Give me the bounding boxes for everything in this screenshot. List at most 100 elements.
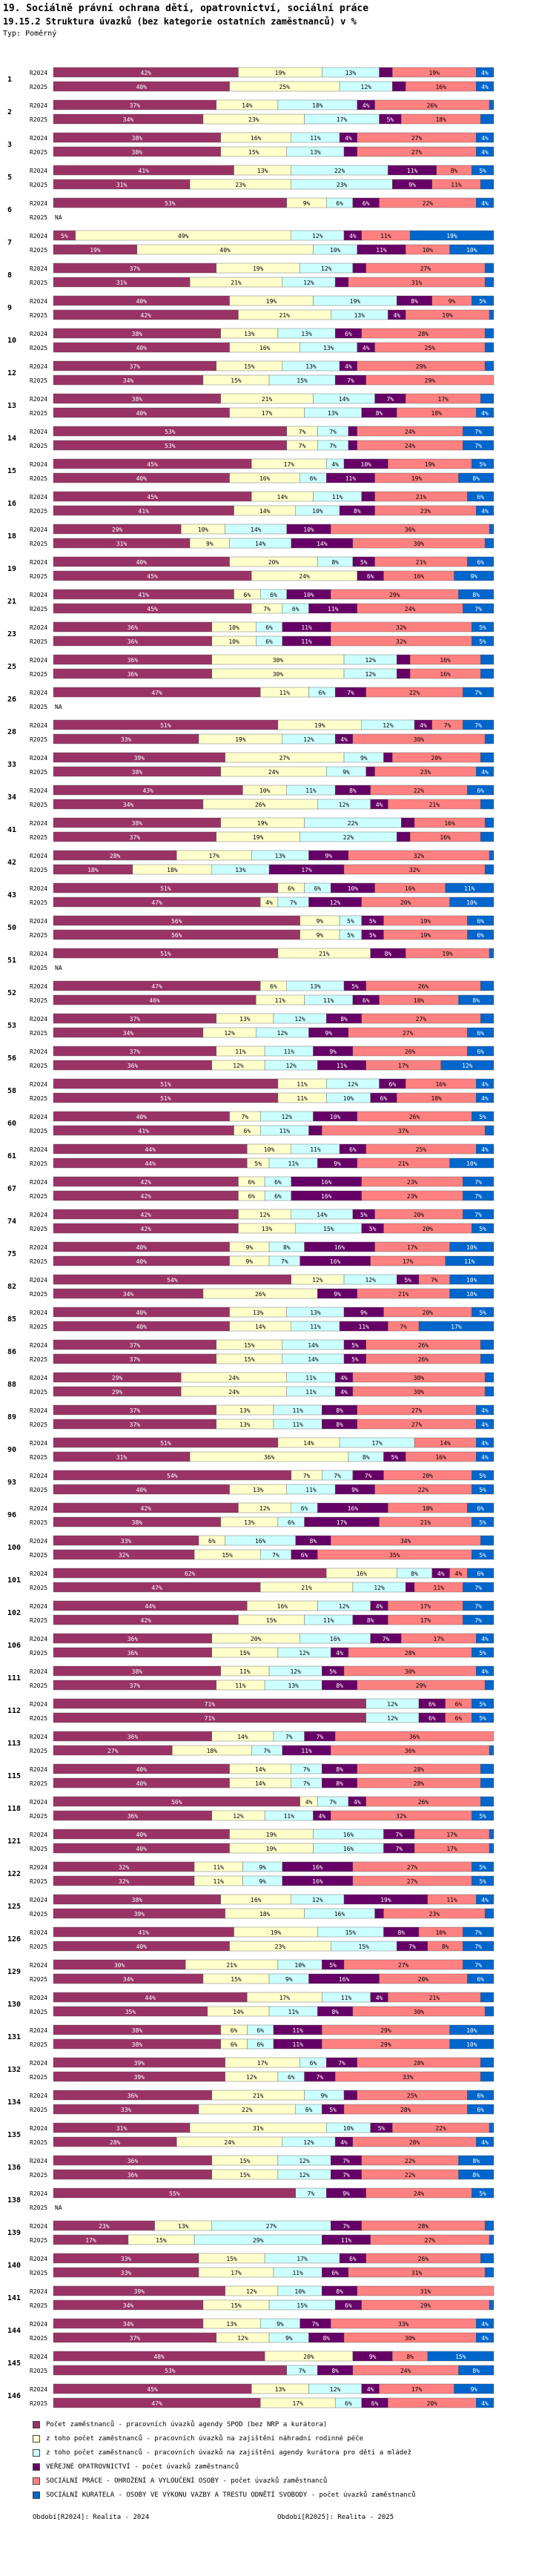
bar-segment	[484, 1386, 494, 1397]
bar-value-label: 34%	[123, 2321, 134, 2328]
bar-value-label: 5%	[329, 1668, 337, 1675]
group-label: 129	[7, 1968, 21, 1976]
bar-value-label: 5%	[479, 1310, 486, 1316]
bar-value-label: 11%	[380, 233, 391, 240]
period-label: R2025	[30, 1585, 47, 1591]
bar-segment	[418, 1321, 494, 1332]
bar-value-label: 5%	[369, 918, 377, 925]
bar-value-label: 9%	[325, 1030, 332, 1037]
bar-value-label: 14%	[255, 541, 266, 547]
bar-value-label: 6%	[208, 1538, 216, 1545]
bar-value-label: 11%	[214, 1878, 225, 1885]
bar-value-label: 46%	[149, 997, 160, 1004]
bar-value-label: 12%	[299, 1650, 310, 1657]
bar-value-label: 10%	[466, 247, 477, 254]
bar-value-label: 39%	[134, 1911, 145, 1918]
bar-segment	[471, 295, 494, 306]
bar-segment	[489, 2122, 494, 2133]
group-label: 122	[7, 1870, 21, 1878]
bar-value-label: 45%	[147, 606, 158, 612]
period-label: R2025	[30, 1487, 47, 1493]
group-label: 126	[7, 1935, 21, 1943]
group-label: 74	[7, 1218, 16, 1226]
bar-value-label: 44%	[145, 1146, 156, 1153]
bar-value-label: 13%	[275, 853, 286, 859]
bar-value-label: 26%	[409, 1114, 420, 1120]
bar-value-label: 21%	[301, 1585, 312, 1591]
bar-value-label: 40%	[136, 410, 148, 417]
period-label: R2024	[30, 1342, 47, 1349]
group-label: 88	[7, 1381, 16, 1389]
bar-value-label: 5%	[479, 168, 486, 174]
bar-segment	[449, 896, 494, 908]
bar-value-label: 26%	[255, 802, 266, 808]
na-label: NA	[55, 2205, 62, 2211]
bar-segment	[476, 132, 494, 143]
bar-segment	[406, 1582, 415, 1593]
bar-value-label: 49%	[178, 233, 189, 240]
bar-value-label: 11%	[284, 1813, 295, 1820]
bar-value-label: 12%	[290, 1668, 301, 1675]
bar-segment	[476, 1078, 494, 1089]
bar-segment	[471, 2187, 494, 2199]
group-label: 96	[7, 1511, 16, 1519]
bar-value-label: 7%	[308, 2190, 315, 2197]
group-label: 7	[7, 239, 12, 247]
period-label: R2024	[30, 1734, 47, 1740]
bar-value-label: 21%	[253, 2093, 264, 2099]
bar-segment	[454, 570, 494, 581]
bar-value-label: 26%	[405, 1048, 416, 1055]
bar-value-label: 14%	[259, 508, 271, 515]
bar-segment	[467, 556, 494, 567]
group-label: 131	[7, 2033, 21, 2041]
bar-segment	[484, 1680, 494, 1691]
bar-segment	[480, 2057, 494, 2068]
bar-value-label: 42%	[141, 1212, 152, 1218]
bar-value-label: 16%	[440, 657, 451, 664]
bar-value-label: 4%	[367, 2386, 374, 2393]
bar-value-label: 9%	[329, 1048, 337, 1055]
bar-value-label: 12%	[294, 1016, 305, 1023]
period-label: R2025	[30, 1911, 47, 1918]
bar-value-label: 47%	[151, 983, 162, 990]
bar-value-label: 5%	[479, 624, 486, 631]
period-label: R2025	[30, 2139, 47, 2146]
bar-value-label: 7%	[312, 2321, 320, 2328]
bar-value-label: 5%	[404, 1277, 411, 1284]
bar-value-label: 17%	[420, 1603, 431, 1610]
bar-value-label: 7%	[242, 1114, 249, 1120]
bar-value-label: 5%	[479, 1864, 486, 1871]
group-label: 145	[7, 2359, 21, 2368]
bar-value-label: 19%	[350, 298, 361, 305]
period-label: R2024	[30, 1603, 47, 1610]
bar-segment	[489, 1829, 494, 1840]
bar-value-label: 26%	[418, 983, 429, 990]
group-label: 75	[7, 1250, 16, 1258]
period-label: R2025	[30, 116, 47, 123]
bar-value-label: 6%	[244, 1128, 251, 1135]
bar-value-label: 40%	[136, 559, 148, 566]
bar-value-label: 4%	[376, 1995, 383, 2001]
bar-value-label: 40%	[136, 1943, 148, 1950]
period-label: R2024	[30, 1081, 47, 1088]
bar-value-label: 7%	[299, 443, 306, 449]
bar-segment	[484, 1125, 494, 1136]
group-label: 134	[7, 2098, 21, 2107]
bar-value-label: 18%	[312, 102, 323, 109]
bar-value-label: 6%	[477, 2093, 484, 2099]
legend-item: SOCIÁLNÍ KURATELA - OSOBY VE VÝKONU VAZB…	[33, 2488, 416, 2502]
bar-value-label: 17%	[398, 1063, 409, 1069]
bar-value-label: 11%	[279, 1128, 291, 1135]
bar-value-label: 20%	[427, 2400, 438, 2407]
bar-segment	[480, 179, 494, 190]
group-label: 5	[7, 174, 12, 182]
bar-value-label: 19%	[253, 834, 264, 841]
bar-value-label: 16%	[334, 1244, 345, 1251]
period-label: R2025	[30, 965, 47, 971]
bar-value-label: 7%	[383, 1636, 390, 1642]
period-label: R2024	[30, 2256, 47, 2262]
bar-segment	[471, 1223, 494, 1234]
group-label: 60	[7, 1120, 16, 1128]
bar-value-label: 38%	[132, 149, 143, 156]
bar-value-label: 28%	[418, 331, 429, 337]
